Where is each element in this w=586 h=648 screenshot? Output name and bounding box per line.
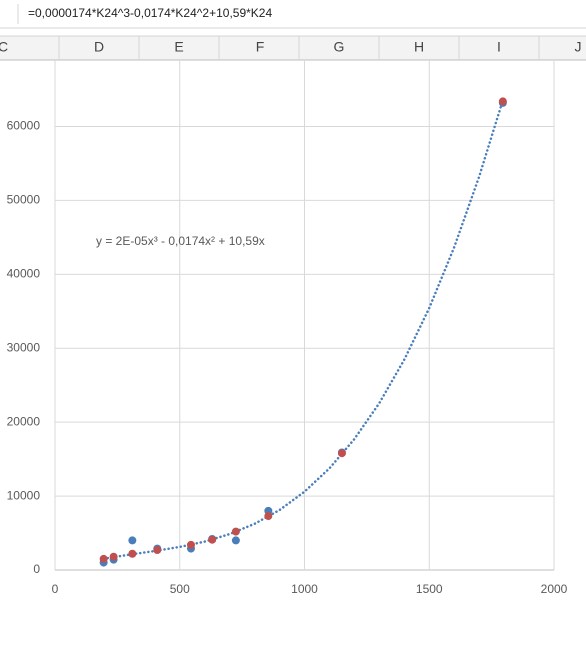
y-tick-label: 30000 bbox=[7, 340, 41, 354]
column-header[interactable]: J bbox=[575, 39, 582, 55]
x-tick-label: 1000 bbox=[291, 582, 318, 596]
trendline bbox=[102, 98, 505, 560]
column-header[interactable]: D bbox=[94, 39, 104, 55]
column-header[interactable]: I bbox=[497, 39, 501, 55]
point bbox=[498, 97, 507, 106]
point bbox=[186, 540, 195, 549]
x-tick-label: 1500 bbox=[416, 582, 443, 596]
x-tick-label: 2000 bbox=[541, 582, 568, 596]
column-header[interactable]: F bbox=[256, 39, 265, 55]
point bbox=[153, 546, 162, 555]
point bbox=[231, 536, 240, 545]
column-header-row bbox=[0, 36, 586, 60]
point bbox=[99, 554, 108, 563]
y-tick-label: 10000 bbox=[7, 488, 41, 502]
y-tick-label: 0 bbox=[33, 562, 40, 576]
x-tick-label: 0 bbox=[52, 582, 59, 596]
column-header[interactable]: E bbox=[174, 39, 183, 55]
column-header[interactable]: H bbox=[414, 39, 424, 55]
point bbox=[208, 535, 217, 544]
formula-bar[interactable] bbox=[0, 0, 586, 28]
y-tick-label: 50000 bbox=[7, 193, 41, 207]
point bbox=[128, 549, 137, 558]
column-header[interactable]: C bbox=[0, 39, 8, 55]
y-tick-label: 40000 bbox=[7, 267, 41, 281]
y-tick-label: 20000 bbox=[7, 414, 41, 428]
formula-text: =0,0000174*K24^3-0,0174*K24^2+10,59*K24 bbox=[28, 6, 272, 20]
point bbox=[128, 536, 137, 545]
point bbox=[264, 512, 273, 521]
point bbox=[337, 449, 346, 458]
point bbox=[109, 552, 118, 561]
column-header[interactable]: G bbox=[334, 39, 345, 55]
trendline-label: y = 2E-05x³ - 0,0174x² + 10,59x bbox=[96, 234, 265, 248]
x-tick-label: 500 bbox=[170, 582, 190, 596]
y-tick-label: 60000 bbox=[7, 119, 41, 133]
point bbox=[231, 527, 240, 536]
